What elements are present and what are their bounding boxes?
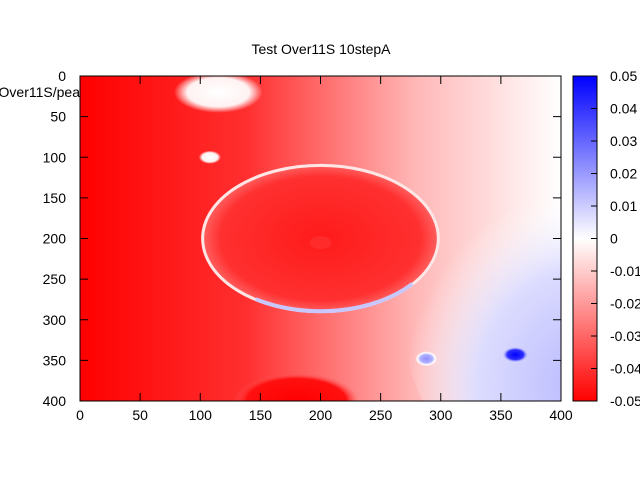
y-tick-label: 300 xyxy=(43,312,67,328)
colorbar-tick-label: 0.03 xyxy=(610,133,637,149)
colorbar-tick-label: 0.04 xyxy=(610,101,637,117)
y-tick-label: 100 xyxy=(43,149,67,165)
blob-3 xyxy=(309,236,332,250)
x-tick-label: 300 xyxy=(429,407,453,423)
blob-4 xyxy=(415,351,438,367)
colorbar-tick-label: 0.01 xyxy=(610,198,637,214)
colorbar-tick-label: -0.04 xyxy=(610,361,640,377)
colorbar-tick-label: -0.01 xyxy=(610,263,640,279)
x-tick-label: 250 xyxy=(369,407,393,423)
y-tick-label: 250 xyxy=(43,271,67,287)
chart-title: Test Over11S 10stepA xyxy=(251,41,391,57)
colorbar-ticks: 0.05 0.04 0.03 0.02 0.01 0 -0.01 -0.02 -0.03 -0.0… xyxy=(591,68,640,409)
colorbar-tick-label: -0.02 xyxy=(610,296,640,312)
y-tick-label: 0 xyxy=(58,68,66,84)
y-tick-label: 350 xyxy=(43,352,67,368)
y-tick-label: 150 xyxy=(43,190,67,206)
x-tick-label: 100 xyxy=(189,407,213,423)
colorbar-tick-label: -0.03 xyxy=(610,328,640,344)
x-axis: 0 50 100 150 200 250 300 350 400 xyxy=(76,76,573,423)
x-tick-label: 150 xyxy=(249,407,273,423)
x-tick-label: 0 xyxy=(76,407,84,423)
x-tick-label: 350 xyxy=(489,407,513,423)
blob-5 xyxy=(501,346,530,364)
blob-6 xyxy=(234,372,359,401)
y-tick-label: 200 xyxy=(43,231,67,247)
y-axis: 0 50 100 150 200 250 300 350 400 xyxy=(43,68,561,409)
ring-blue-arc-2 xyxy=(254,282,414,314)
y-axis-label: Over11S/pea xyxy=(0,84,80,100)
x-tick-label: 200 xyxy=(309,407,333,423)
colorbar-tick-label: -0.05 xyxy=(610,393,640,409)
colorbar-tick-label: 0 xyxy=(610,231,618,247)
colorbar-tick-label: 0.05 xyxy=(610,68,637,84)
plot-area xyxy=(80,76,561,401)
colorbar-tick-label: 0.02 xyxy=(610,166,637,182)
blob-0 xyxy=(174,76,263,113)
blob-1 xyxy=(198,150,221,164)
x-tick-label: 400 xyxy=(549,407,573,423)
y-tick-label: 400 xyxy=(43,393,67,409)
y-tick-label: 50 xyxy=(50,109,66,125)
x-tick-label: 50 xyxy=(132,407,148,423)
